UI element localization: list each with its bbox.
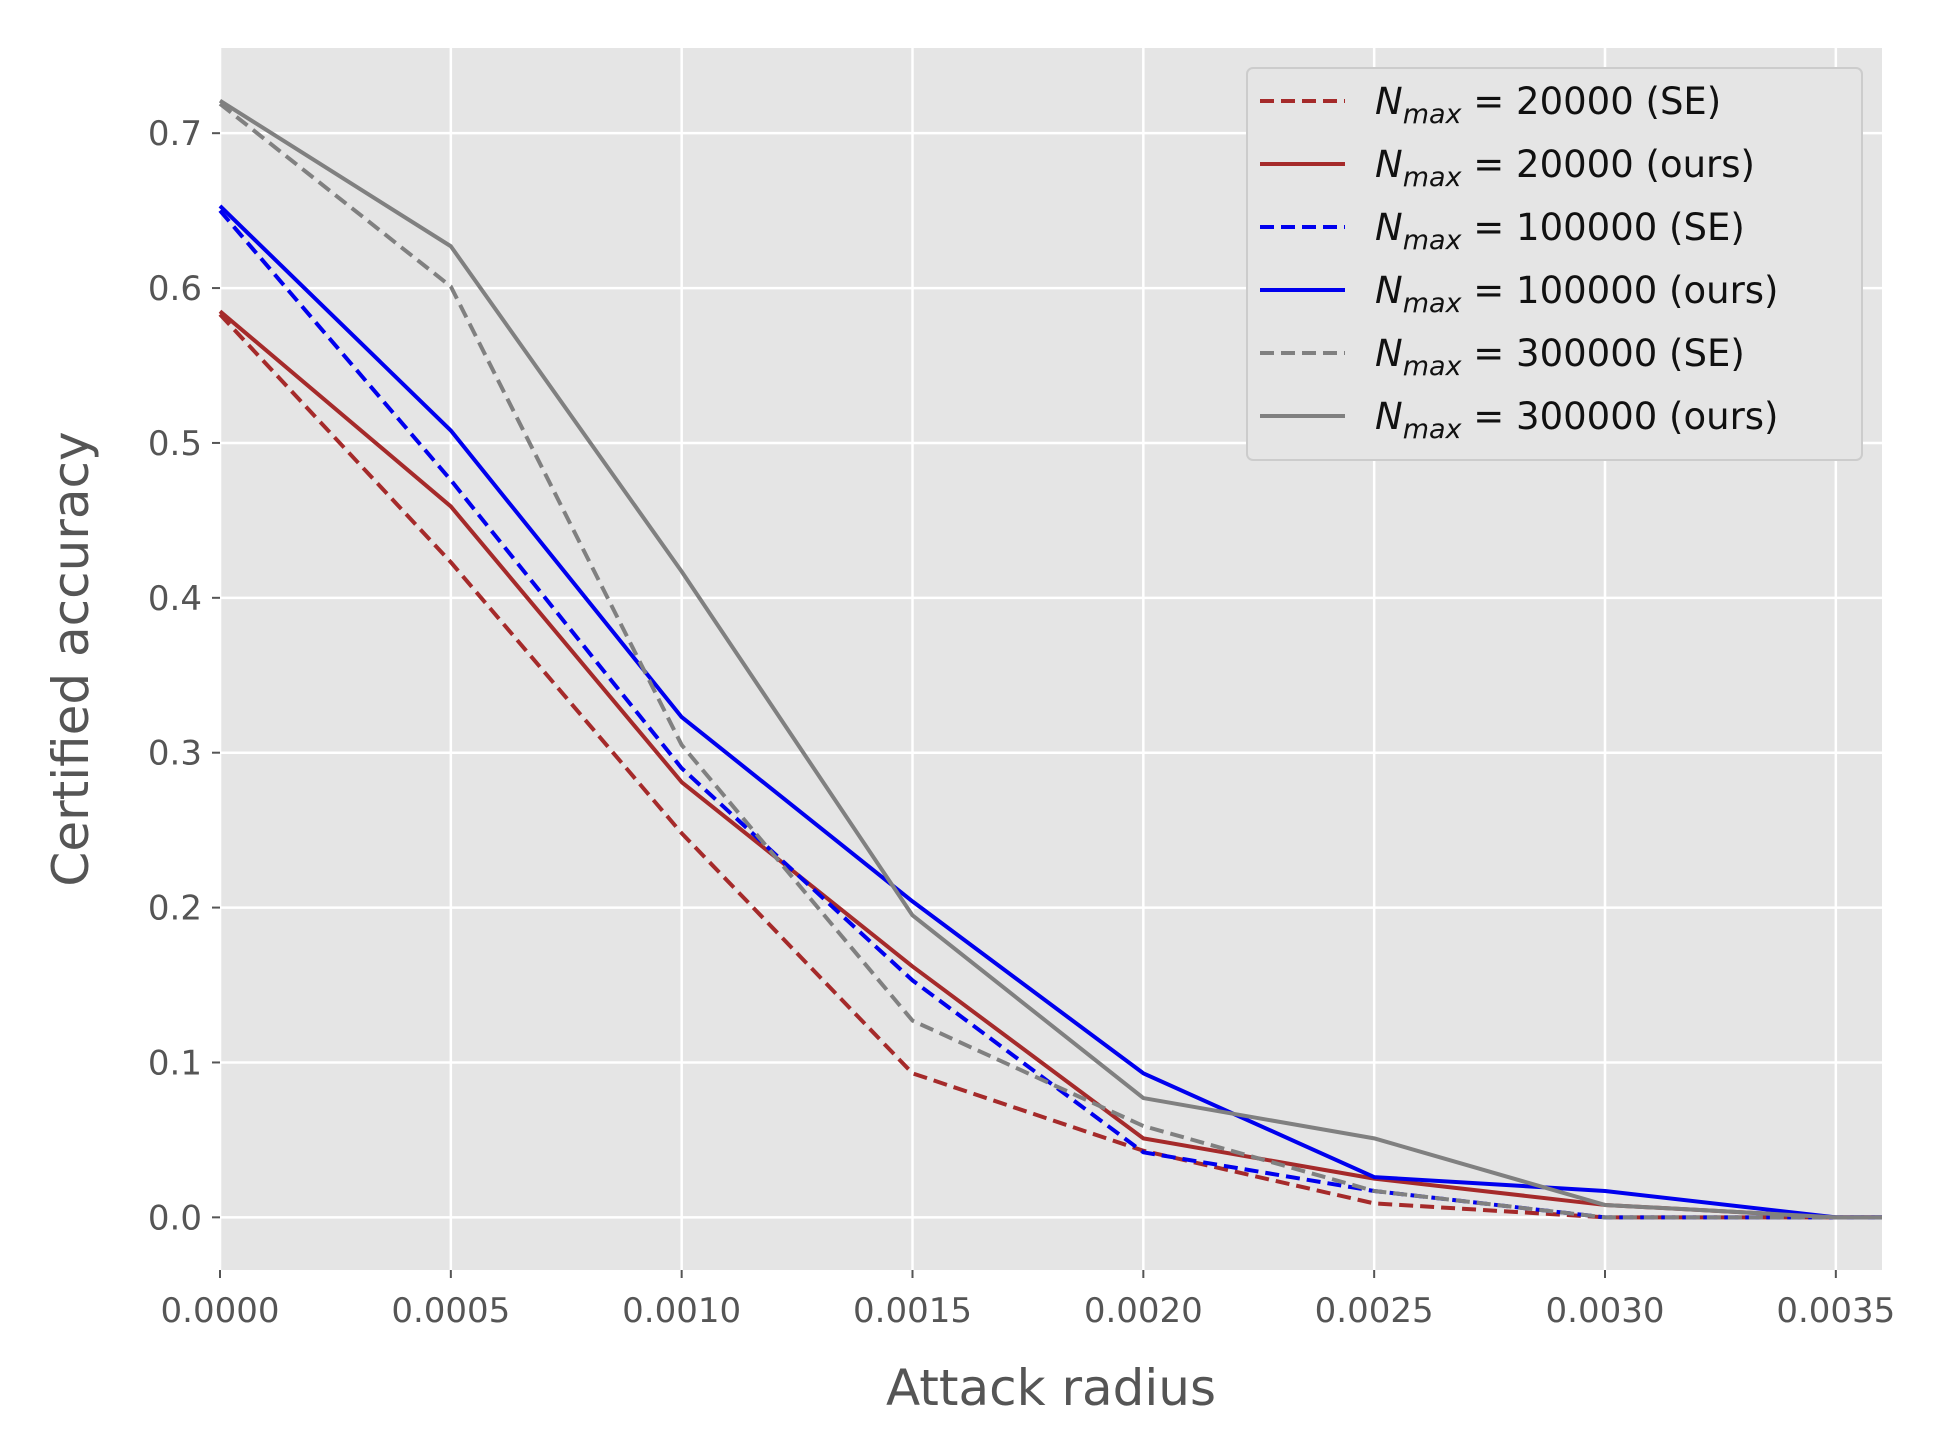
legend-label-sub: max: [1403, 351, 1463, 382]
legend-label-main: N: [1375, 395, 1403, 438]
x-tick-label: 0.0005: [391, 1291, 510, 1331]
y-tick-label: 0.0: [148, 1198, 202, 1238]
x-tick-label: 0.0015: [853, 1291, 972, 1331]
legend-label-main: N: [1375, 332, 1403, 375]
legend-label: Nmax = 300000 (ours): [1375, 395, 1779, 445]
legend-label-main: N: [1375, 269, 1403, 312]
series-layer: [218, 98, 1882, 1220]
legend-label-main: N: [1375, 206, 1403, 249]
y-tick-label: 0.4: [148, 579, 202, 619]
x-tick-label: 0.0010: [622, 1291, 741, 1331]
legend-label: Nmax = 20000 (ours): [1375, 143, 1755, 193]
legend-label-main: N: [1375, 80, 1403, 123]
y-tick-label: 0.5: [148, 424, 202, 464]
series-line-4: [218, 204, 1882, 1220]
legend-label-sub: max: [1403, 225, 1463, 256]
legend-label-main: N: [1375, 143, 1403, 186]
y-tick-label: 0.6: [148, 269, 202, 309]
x-tick-label: 0.0035: [1776, 1291, 1895, 1331]
y-tick-label: 0.1: [148, 1043, 202, 1083]
x-tick-label: 0.0030: [1546, 1291, 1665, 1331]
x-axis-title: Attack radius: [886, 1359, 1216, 1417]
legend-label: Nmax = 300000 (SE): [1375, 332, 1745, 382]
legend-label-sub: max: [1403, 288, 1463, 319]
legend-label-sub: max: [1403, 414, 1463, 445]
legend-label-rest: = 100000 (ours): [1462, 269, 1779, 312]
legend-label: Nmax = 100000 (SE): [1375, 206, 1745, 256]
legend-label: Nmax = 20000 (SE): [1375, 80, 1721, 130]
y-tick-label: 0.7: [148, 114, 202, 154]
legend-label-rest: = 300000 (ours): [1462, 395, 1779, 438]
x-tick-label: 0.0025: [1315, 1291, 1434, 1331]
y-tick-label: 0.3: [148, 734, 202, 774]
y-tick-label: 0.2: [148, 889, 202, 929]
legend-label-sub: max: [1403, 99, 1463, 130]
series-line-6: [218, 98, 1882, 1220]
x-tick-label: 0.0000: [161, 1291, 280, 1331]
y-axis-ticks: 0.0 0.1 0.2 0.3 0.4 0.5 0.6 0.7: [148, 114, 220, 1238]
legend-label-rest: = 300000 (SE): [1462, 332, 1745, 375]
x-tick-label: 0.0020: [1084, 1291, 1203, 1331]
legend-label: Nmax = 100000 (ours): [1375, 269, 1779, 319]
legend-box: [1246, 67, 1863, 461]
legend-label-rest: = 20000 (ours): [1462, 143, 1755, 186]
legend-label-rest: = 20000 (SE): [1462, 80, 1722, 123]
y-axis-title: Certified accuracy: [42, 431, 100, 886]
legend-label-rest: = 100000 (SE): [1462, 206, 1745, 249]
series-line-5: [218, 102, 1882, 1220]
x-axis-ticks: 0.0000 0.0005 0.0010 0.0015 0.0020 0.0025 0.00…: [161, 1270, 1895, 1331]
legend-label-sub: max: [1403, 162, 1463, 193]
legend: Nmax = 20000 (SE)Nmax = 20000 (ours)Nmax…: [1246, 67, 1863, 461]
